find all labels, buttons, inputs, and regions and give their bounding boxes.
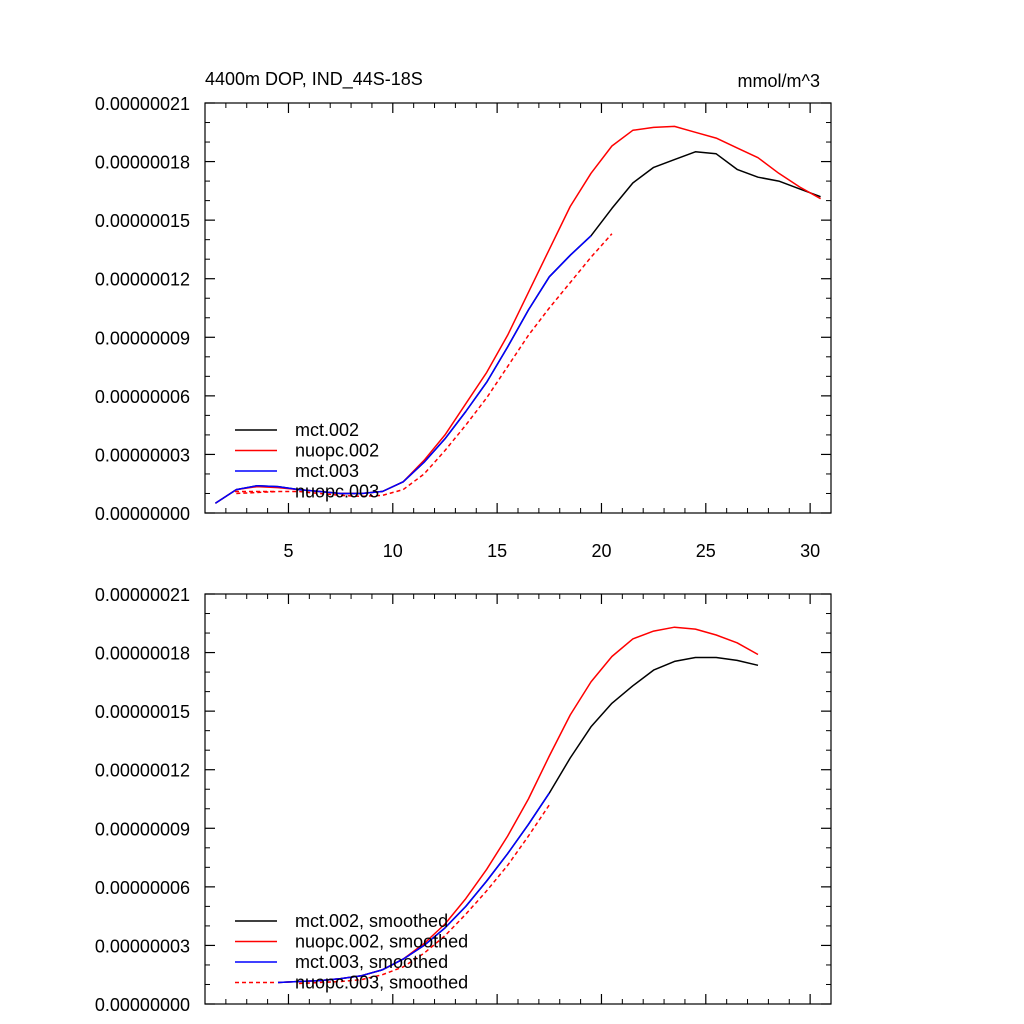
y-tick-label: 0.00000009 <box>95 328 190 348</box>
y-tick-label: 0.00000012 <box>95 761 190 781</box>
series-line-4 <box>236 233 613 498</box>
legend-label-2: nuopc.002, smoothed <box>295 932 468 952</box>
x-tick-label: 25 <box>696 541 716 561</box>
legend-label-2: nuopc.002 <box>295 441 379 461</box>
y-tick-label: 0.00000021 <box>95 585 190 605</box>
top-y-tick-labels: 0.00000000 0.00000003 0.00000006 0.00000009… <box>95 94 190 524</box>
y-tick-label: 0.00000003 <box>95 445 190 465</box>
x-tick-label: 20 <box>591 541 611 561</box>
y-tick-label: 0.00000015 <box>95 211 190 231</box>
bottom-y-tick-labels: 0.00000000 0.00000003 0.00000006 0.00000009… <box>95 585 190 1015</box>
series-line-4 <box>298 804 550 985</box>
y-tick-label: 0.00000018 <box>95 153 190 173</box>
series-line-3 <box>214 235 592 504</box>
legend-label-1: mct.002, smoothed <box>295 911 448 931</box>
top-panel: 0.00000000 0.00000003 0.00000006 0.00000009… <box>95 94 832 561</box>
x-tick-label: 30 <box>800 541 820 561</box>
bottom-ticks <box>205 593 832 1005</box>
bottom-plot-area <box>277 626 759 985</box>
legend-label-4: nuopc.003 <box>295 482 379 502</box>
x-tick-label: 5 <box>283 541 293 561</box>
y-tick-label: 0.00000000 <box>95 504 190 524</box>
y-tick-label: 0.00000003 <box>95 936 190 956</box>
top-plot-frame <box>204 102 832 514</box>
top-plot-area <box>214 125 821 504</box>
series-line-3 <box>277 792 550 984</box>
y-tick-label: 0.00000015 <box>95 702 190 722</box>
legend-label-4: nuopc.003, smoothed <box>295 973 468 993</box>
y-tick-label: 0.00000018 <box>95 644 190 664</box>
bottom-panel: 0.00000000 0.00000003 0.00000006 0.00000009… <box>95 585 832 1015</box>
y-tick-label: 0.00000006 <box>95 878 190 898</box>
top-x-tick-labels: 5 10 15 20 25 30 <box>283 541 820 561</box>
legend-label-3: mct.003, smoothed <box>295 952 448 972</box>
y-tick-label: 0.00000009 <box>95 819 190 839</box>
y-tick-label: 0.00000000 <box>95 995 190 1015</box>
x-tick-label: 15 <box>487 541 507 561</box>
y-tick-label: 0.00000021 <box>95 94 190 114</box>
chart-title: 4400m DOP, IND_44S-18S <box>205 69 423 90</box>
y-tick-label: 0.00000006 <box>95 387 190 407</box>
bottom-plot-frame <box>204 593 832 1005</box>
legend-label-1: mct.002 <box>295 420 359 440</box>
legend-label-3: mct.003 <box>295 461 359 481</box>
x-tick-label: 10 <box>383 541 403 561</box>
units-label: mmol/m^3 <box>738 71 820 91</box>
y-tick-label: 0.00000012 <box>95 270 190 290</box>
